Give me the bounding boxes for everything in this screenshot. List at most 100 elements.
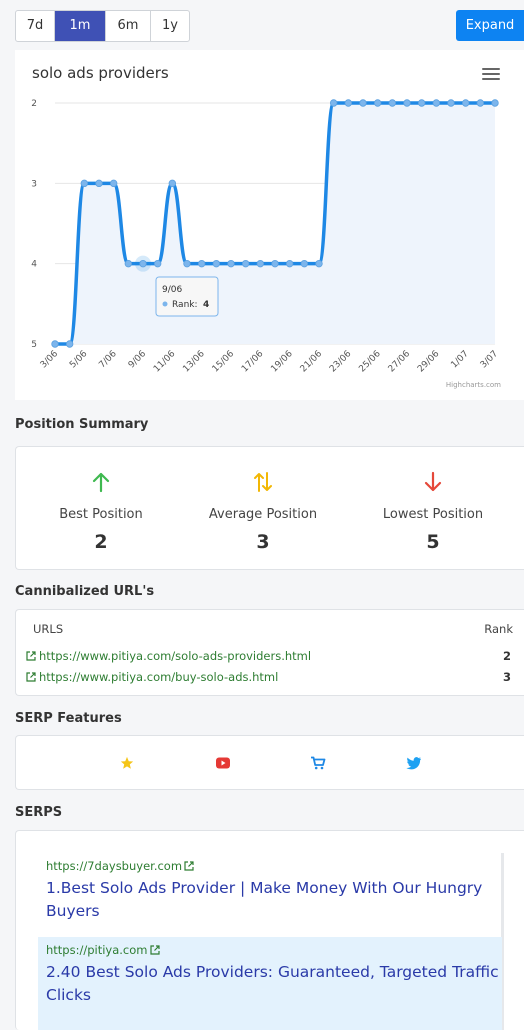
- data-point[interactable]: [256, 259, 265, 268]
- cannibalized-title: Cannibalized URL's: [15, 584, 155, 599]
- range-6m-button[interactable]: 6m: [106, 11, 151, 41]
- data-point[interactable]: [476, 99, 485, 107]
- date-range-selector: 7d 1m 6m 1y: [15, 10, 190, 42]
- data-point[interactable]: [271, 259, 279, 268]
- x-tick-label: 17/06: [240, 349, 266, 375]
- data-point[interactable]: [329, 99, 338, 107]
- x-tick-label: 3/07: [479, 349, 500, 370]
- col-rank: Rank: [484, 622, 513, 636]
- series-line: [54, 101, 495, 346]
- y-tick-label: 3: [31, 179, 37, 189]
- x-tick-label: 7/06: [97, 349, 119, 371]
- serp-domain-link[interactable]: https://7daysbuyer.com: [46, 859, 502, 873]
- x-tick-label: 27/06: [387, 349, 413, 375]
- data-point[interactable]: [285, 259, 294, 268]
- best-position-label: Best Position: [59, 507, 143, 522]
- x-tick-label: 13/06: [181, 349, 207, 375]
- serp-result-highlighted: https://pitiya.com 2.40 Best Solo Ads Pr…: [38, 937, 502, 1030]
- serps-title: SERPS: [15, 805, 63, 820]
- data-point[interactable]: [183, 259, 191, 268]
- data-point[interactable]: [373, 99, 382, 107]
- data-point[interactable]: [212, 259, 221, 268]
- tooltip-bullet: [162, 301, 168, 307]
- external-link-icon: [184, 861, 194, 871]
- x-tick-label: 1/07: [449, 349, 470, 370]
- data-point[interactable]: [359, 99, 367, 107]
- x-tick-label: 9/06: [127, 349, 149, 371]
- data-point[interactable]: [153, 259, 162, 268]
- external-link-icon: [26, 672, 36, 682]
- table-row: https://www.pitiya.com/buy-solo-ads.html…: [26, 668, 511, 686]
- data-point[interactable]: [491, 99, 499, 107]
- lowest-position-label: Lowest Position: [382, 507, 484, 522]
- chart-title: solo ads providers: [32, 64, 169, 82]
- data-point[interactable]: [241, 259, 250, 268]
- position-summary-title: Position Summary: [15, 417, 149, 432]
- best-position-value: 2: [94, 531, 108, 553]
- average-position-value: 3: [256, 531, 270, 553]
- average-position-label: Average Position: [208, 507, 318, 522]
- position-summary-card: Best Position 2 Average Position 3 Lowes…: [15, 446, 524, 570]
- star-icon[interactable]: [119, 756, 135, 770]
- y-tick-label: 5: [31, 340, 37, 350]
- cart-icon[interactable]: [310, 756, 326, 770]
- chart-tooltip: 9/06 Rank: 4: [155, 276, 219, 317]
- data-point[interactable]: [315, 259, 323, 268]
- data-point[interactable]: [80, 179, 89, 188]
- serps-card: https://7daysbuyer.com 1.Best Solo Ads P…: [15, 830, 524, 1030]
- data-point[interactable]: [95, 179, 103, 188]
- serp-title-link[interactable]: 1.Best Solo Ads Provider | Make Money Wi…: [46, 879, 483, 920]
- chart-menu-icon[interactable]: [482, 68, 500, 82]
- chart-credit[interactable]: Highcharts.com: [446, 381, 501, 389]
- data-point[interactable]: [65, 340, 74, 348]
- cannibalized-card: URLS Rank https://www.pitiya.com/solo-ad…: [15, 609, 524, 696]
- serps-scrollbar[interactable]: [501, 853, 504, 1030]
- cannibalized-url-link[interactable]: https://www.pitiya.com/solo-ads-provider…: [39, 649, 312, 663]
- data-point[interactable]: [168, 179, 177, 188]
- arrows-up-down-icon: [254, 472, 272, 492]
- arrow-up-icon: [92, 472, 110, 493]
- data-point[interactable]: [447, 99, 455, 107]
- range-7d-button[interactable]: 7d: [16, 11, 55, 41]
- data-point[interactable]: [432, 99, 441, 107]
- data-point[interactable]: [388, 99, 397, 107]
- x-tick-label: 11/06: [152, 349, 178, 375]
- data-point[interactable]: [124, 259, 133, 268]
- data-point[interactable]: [139, 259, 147, 268]
- rank-chart: solo ads providers 2 3 4 5 3/06 5/06 7/06 9/06…: [15, 50, 524, 400]
- y-tick-label: 4: [31, 260, 37, 270]
- data-point[interactable]: [461, 99, 470, 107]
- data-point[interactable]: [344, 99, 353, 107]
- twitter-icon[interactable]: [406, 756, 422, 770]
- data-point[interactable]: [403, 99, 411, 107]
- cannibalized-rank: 2: [502, 649, 511, 663]
- serp-result: https://7daysbuyer.com 1.Best Solo Ads P…: [38, 859, 502, 923]
- col-urls: URLS: [33, 622, 64, 636]
- x-tick-label: 21/06: [299, 349, 325, 375]
- x-tick-label: 25/06: [357, 349, 383, 375]
- tooltip-value: 4: [203, 300, 209, 310]
- serp-features-title: SERP Features: [15, 711, 122, 726]
- x-tick-label: 19/06: [269, 349, 295, 375]
- x-tick-label: 23/06: [328, 349, 354, 375]
- tooltip-date: 9/06: [162, 285, 182, 295]
- x-tick-label: 3/06: [39, 349, 61, 371]
- serp-domain-link[interactable]: https://pitiya.com: [46, 943, 502, 957]
- youtube-icon[interactable]: [215, 756, 231, 770]
- range-1m-button[interactable]: 1m: [55, 11, 106, 41]
- y-tick-label: 2: [31, 99, 37, 109]
- range-1y-button[interactable]: 1y: [162, 18, 178, 33]
- cannibalized-rank: 3: [502, 670, 511, 684]
- x-tick-label: 5/06: [68, 349, 90, 371]
- cannibalized-url-link[interactable]: https://www.pitiya.com/buy-solo-ads.html: [39, 670, 279, 684]
- data-point[interactable]: [227, 259, 235, 268]
- expand-button[interactable]: Expand: [456, 10, 524, 41]
- data-point[interactable]: [197, 259, 206, 268]
- arrow-down-icon: [424, 471, 442, 492]
- data-point[interactable]: [417, 99, 426, 107]
- serp-title-link[interactable]: 2.40 Best Solo Ads Providers: Guaranteed…: [46, 963, 499, 1004]
- data-point[interactable]: [109, 179, 118, 188]
- data-point[interactable]: [300, 259, 309, 268]
- data-point[interactable]: [51, 340, 59, 348]
